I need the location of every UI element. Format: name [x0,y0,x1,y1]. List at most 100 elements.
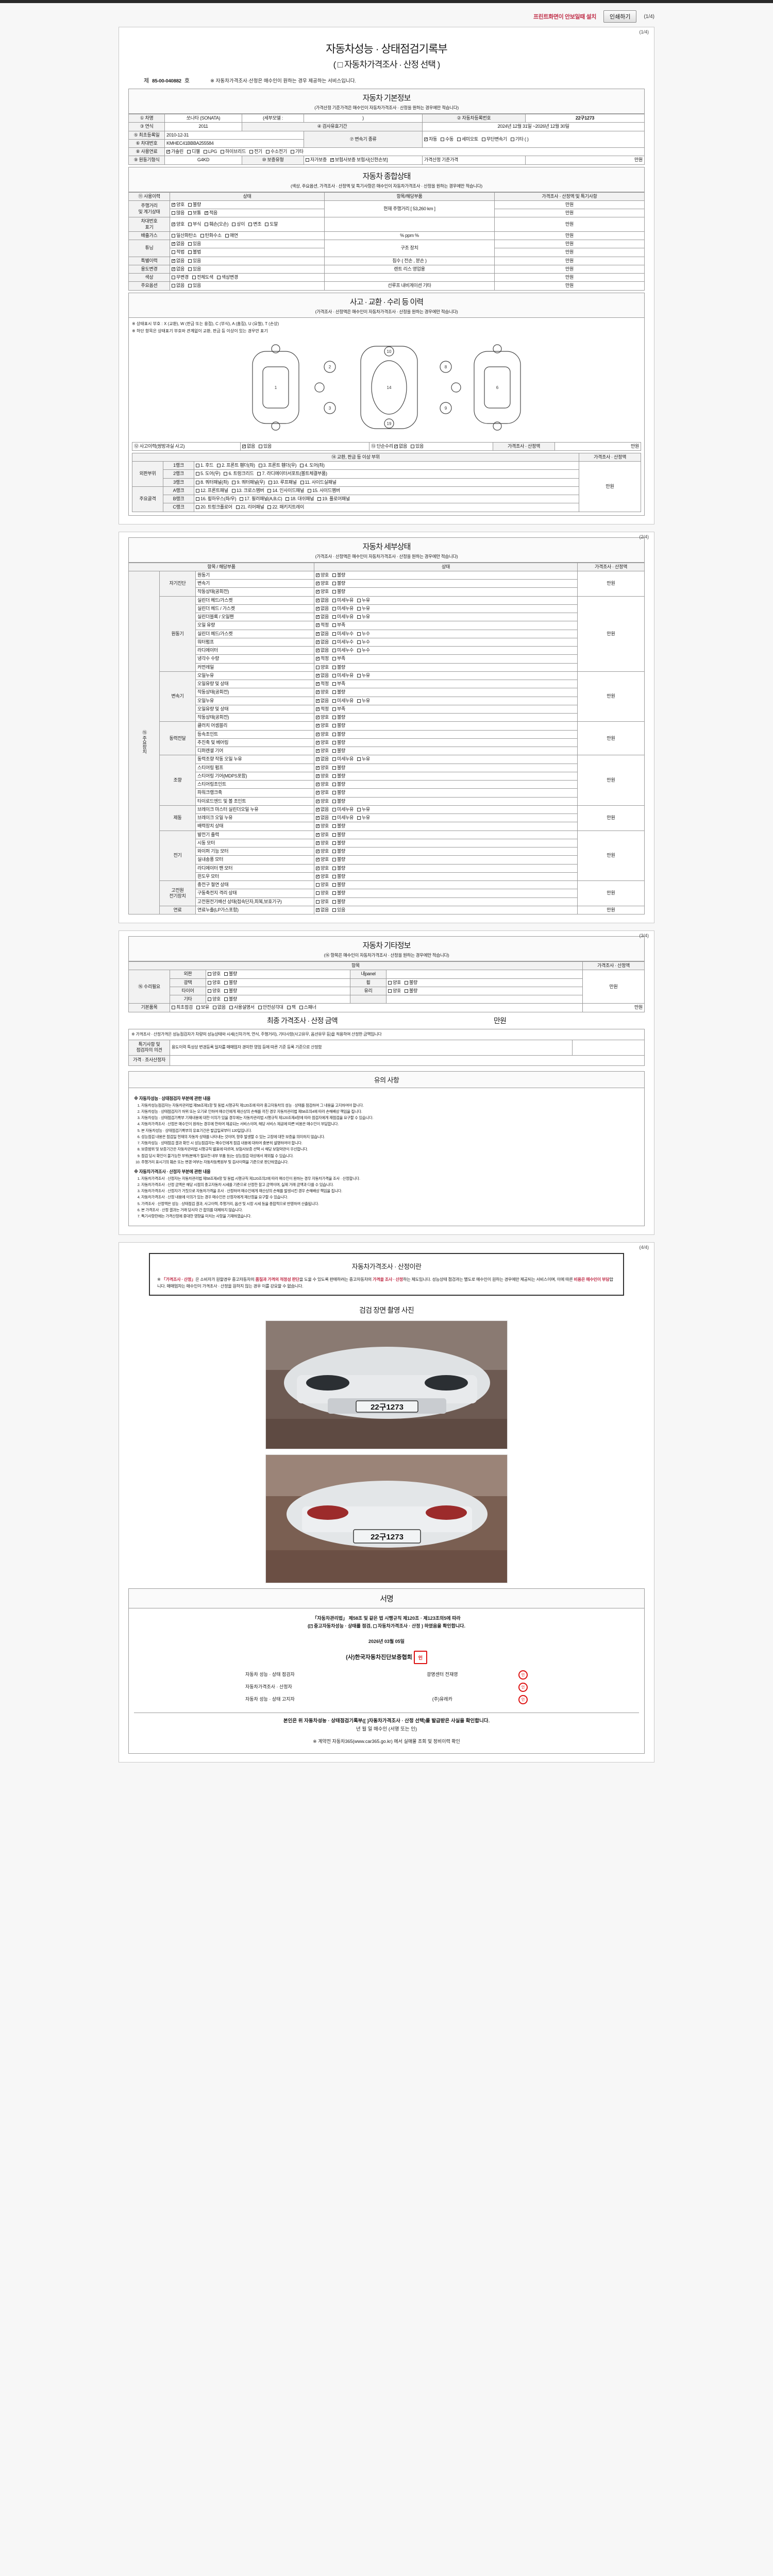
checkbox[interactable] [316,783,320,786]
option-item[interactable]: 양호 [316,799,329,804]
row-state[interactable]: 없음 있음 [170,264,325,274]
option-item[interactable]: 기타 ( ) [510,137,529,142]
option-item[interactable]: 디젤 [187,149,200,155]
etc-row-left[interactable]: 양호 불량 [206,970,350,979]
option-item[interactable]: 불량 [332,723,345,728]
checkbox[interactable] [300,480,304,484]
option-item[interactable]: 불량 [332,899,345,905]
checkbox[interactable] [229,1006,233,1010]
checkbox[interactable] [316,582,320,585]
rank-item[interactable]: 19. 플로어패널 [317,496,350,502]
checkbox[interactable] [188,284,192,288]
etc-row-right[interactable] [386,994,583,1004]
checkbox[interactable] [208,989,211,993]
checkbox[interactable] [332,632,336,636]
checkbox[interactable] [332,623,336,628]
rank-item[interactable]: 5. 도어(우) [196,471,221,477]
option-item[interactable]: 사용설명서 [229,1005,255,1010]
rank-item[interactable]: 12. 프론트패널 [196,488,228,494]
checkbox[interactable] [316,573,320,577]
option-item[interactable]: 양호 [316,723,329,728]
rank-item[interactable]: 16. 휠하우스(좌/우) [196,496,237,502]
checkbox[interactable] [224,997,228,1001]
option-item[interactable]: 불량 [404,988,417,994]
rank-item[interactable]: 18. 대쉬패널 [285,496,314,502]
checkbox[interactable] [200,233,204,238]
option-item[interactable]: 적정 [316,622,329,628]
checkbox[interactable] [332,649,336,652]
checkbox[interactable] [332,682,336,686]
checkbox[interactable] [316,640,320,644]
option-item[interactable]: 불량 [332,665,345,670]
option-item[interactable]: 양호 [388,988,401,994]
checkbox[interactable] [316,791,320,795]
option-item[interactable]: 없음 [316,907,329,913]
checkbox[interactable] [196,488,199,493]
checkbox[interactable] [316,841,320,845]
option-item[interactable]: 일산화탄소 [172,233,197,239]
option-item[interactable]: 미세누수 [332,648,354,653]
option-item[interactable]: 색상변경 [216,275,238,280]
rank-item[interactable]: 15. 사이드멤버 [308,488,340,494]
checkbox[interactable] [196,505,199,510]
checkbox[interactable] [196,497,199,501]
checkbox[interactable] [332,640,336,644]
checkbox[interactable] [316,716,320,719]
checkbox[interactable] [249,150,253,154]
option-item[interactable]: 양호 [316,899,329,905]
option-item[interactable]: 보험사보증 보험사[신한손보] [330,157,388,163]
option-item[interactable]: 없음 [316,606,329,612]
option-item[interactable]: 불량 [332,840,345,846]
option-item[interactable]: 양호 [172,222,184,227]
checkbox[interactable] [268,480,272,484]
option-item[interactable]: LPG [203,149,217,155]
option-item[interactable]: 상이 [232,222,245,227]
option-item[interactable]: 불량 [332,715,345,720]
row-state[interactable]: 양호 불량 [170,200,325,210]
option-item[interactable]: 양호 [316,882,329,888]
option-item[interactable]: 양호 [316,572,329,578]
checkbox[interactable] [258,1006,262,1010]
etc-row-left[interactable]: 양호 불량 [206,994,350,1004]
checkbox[interactable] [188,242,192,246]
checkbox[interactable] [204,222,208,226]
checkbox[interactable] [306,158,309,162]
checkbox[interactable] [172,222,175,226]
checkbox[interactable] [299,1006,303,1010]
option-item[interactable]: 가솔린 [166,149,183,155]
checkbox[interactable] [332,716,336,719]
checkbox[interactable] [332,866,336,870]
checkbox[interactable] [316,900,320,904]
rank-items[interactable]: 5. 도어(우) 6. 트렁크리드 7. 라디에이터서포트(볼트체결부품) [194,469,579,479]
option-item[interactable]: 없음 [172,266,184,272]
checkbox[interactable] [332,699,336,703]
option-item[interactable]: 수동 [440,137,453,142]
option-item[interactable]: 불량 [404,980,417,986]
checkbox[interactable] [172,202,175,207]
option-item[interactable]: 양호 [316,840,329,846]
etc-row-left[interactable]: 양호 불량 [206,978,350,987]
checkbox[interactable] [208,972,211,976]
option-item[interactable]: 있음 [188,266,201,272]
option-item[interactable]: 불량 [332,765,345,771]
checkbox[interactable] [172,1006,175,1010]
row-state[interactable]: 없음 있음 [170,256,325,265]
checkbox[interactable] [240,497,244,501]
option-item[interactable]: 부족 [332,656,345,662]
checkbox[interactable] [332,573,336,577]
checkbox[interactable] [332,690,336,694]
option-item[interactable]: 미세누유 [332,807,354,812]
checkbox[interactable] [316,866,320,870]
